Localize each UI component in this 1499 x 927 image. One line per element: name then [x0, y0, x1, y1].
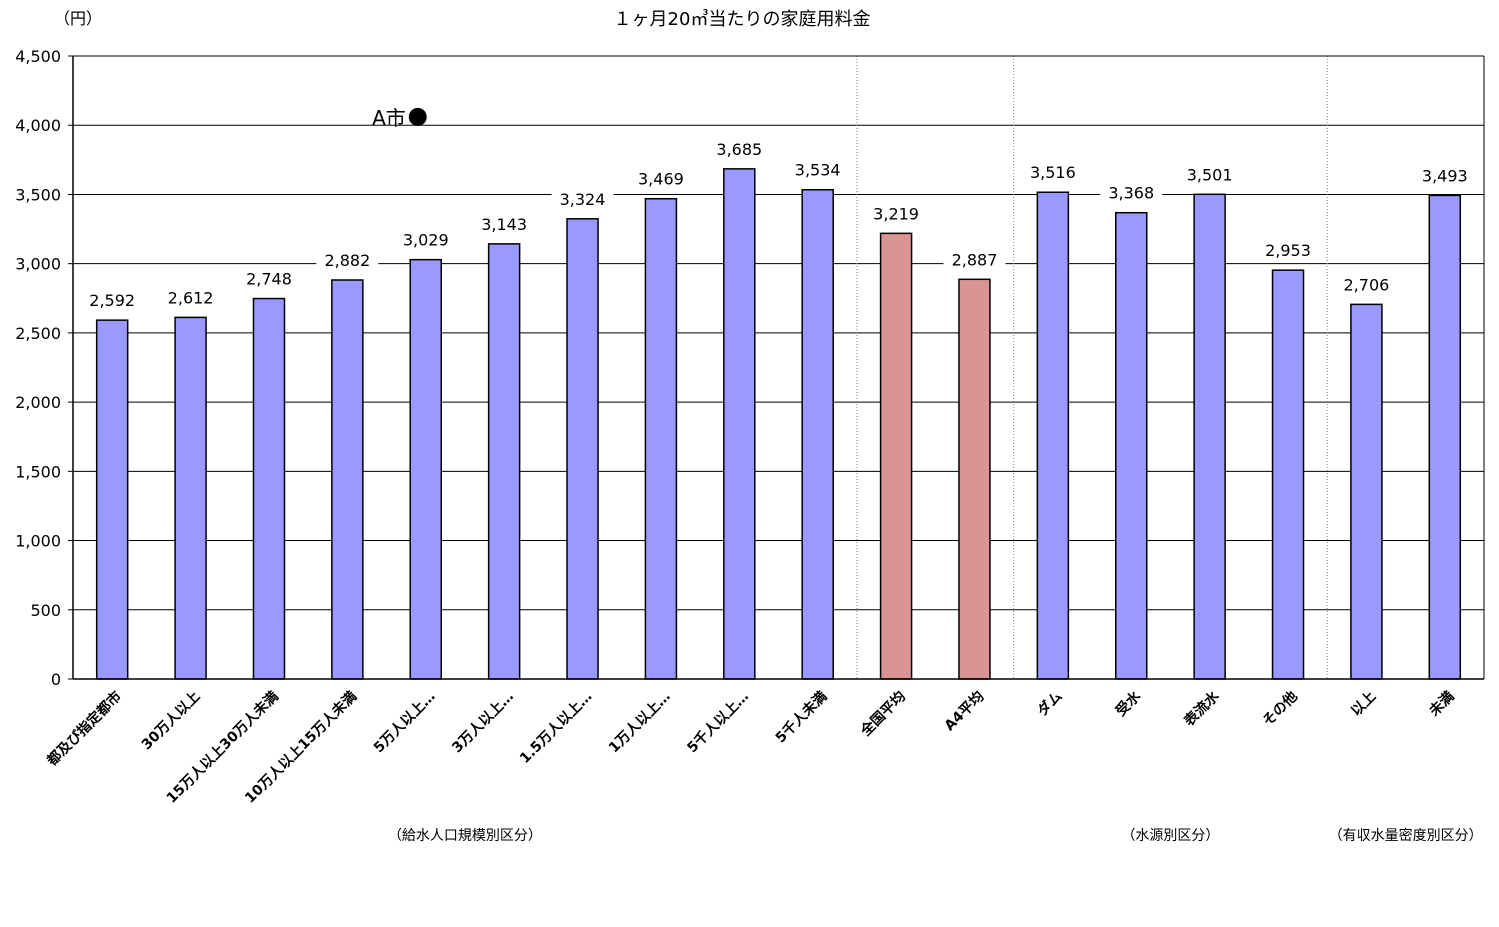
group-labels: （給水人口規模別区分） （水源別区分） （有収水量密度別区分） [388, 827, 1483, 844]
data-label: 3,516 [1030, 163, 1076, 182]
marker-dot [408, 107, 427, 126]
x-tick-label: 1万人以上… [605, 688, 673, 756]
data-label-bg [786, 158, 849, 181]
data-label: 2,748 [246, 270, 292, 289]
data-label: 3,219 [873, 204, 919, 223]
bar [487, 243, 521, 680]
data-label-bg [629, 167, 692, 190]
bar [1193, 193, 1226, 680]
bar [723, 168, 756, 680]
x-tick-label: 3万人以上… [449, 688, 517, 756]
x-tick-label: 全国平均 [857, 688, 909, 740]
data-label: 3,368 [1108, 184, 1154, 203]
x-tick-label: ダム [1034, 688, 1066, 720]
x-tick-label: 表流水 [1180, 687, 1223, 730]
data-label-bg [943, 248, 1006, 271]
data-label: 3,324 [560, 190, 606, 209]
data-label-bg [1335, 273, 1398, 296]
bar [801, 188, 834, 680]
y-tick-label: 3,500 [15, 185, 61, 204]
bars [95, 168, 1462, 680]
data-label: 2,706 [1344, 275, 1390, 294]
data-label-bg [708, 137, 771, 160]
data-label-bg [1178, 163, 1241, 186]
x-tick-label: 30万人以上 [138, 688, 203, 753]
data-label: 3,501 [1187, 165, 1233, 184]
y-tick-label: 4,500 [15, 47, 61, 66]
y-tick-label: 2,000 [15, 393, 61, 412]
axes [72, 55, 1485, 680]
data-label-bg [237, 267, 300, 290]
group-label: （水源別区分） [1121, 828, 1219, 844]
data-label: 3,534 [795, 161, 841, 180]
marker-label: A市 [372, 106, 406, 130]
data-label: 3,029 [403, 231, 449, 250]
x-tick-label: 以上 [1348, 689, 1379, 720]
y-tick-label: 3,000 [15, 255, 61, 274]
bar [566, 218, 599, 680]
bar [958, 278, 991, 680]
data-label-bg [394, 228, 457, 251]
chart-title: １ヶ月20㎥当たりの家庭用料金 [614, 9, 871, 30]
bar [252, 297, 286, 680]
data-label: 3,143 [481, 215, 527, 234]
bar [644, 197, 678, 680]
data-labels: 2,592 2,612 2,748 2,882 3,029 3,143 3,324 3,469… [81, 137, 1476, 312]
x-tick-label: 1.5万人以上… [516, 688, 595, 767]
group-separators [856, 56, 1328, 679]
x-tick-label: その他 [1259, 688, 1301, 730]
data-label: 3,685 [716, 140, 762, 159]
y-tick-label: 0 [51, 670, 61, 689]
data-label-bg [1413, 164, 1476, 187]
data-label-bg [1100, 181, 1163, 204]
data-label: 2,882 [324, 251, 370, 270]
x-tick-label: 受水 [1112, 687, 1145, 720]
data-label: 3,493 [1422, 166, 1468, 185]
data-label-bg [1021, 161, 1084, 184]
group-label: （給水人口規模別区分） [388, 828, 542, 844]
x-tick-label: 5千人未満 [772, 688, 831, 747]
data-label-bg [316, 249, 379, 272]
x-tick-label: 未満 [1426, 688, 1458, 720]
data-label: 2,592 [89, 291, 135, 310]
bar [95, 319, 129, 680]
bar [1350, 303, 1383, 680]
x-tick-label: 5千人以上… [684, 688, 752, 756]
y-axis-unit: （円） [54, 9, 102, 28]
y-tick-label: 1,000 [15, 532, 61, 551]
data-label-bg [1257, 239, 1320, 262]
y-tick-label: 4,000 [15, 116, 61, 135]
data-label-bg [81, 289, 144, 312]
y-tick-label: 500 [30, 601, 61, 620]
data-label: 2,612 [168, 288, 214, 307]
bar [409, 258, 442, 680]
bar [879, 232, 913, 680]
x-tick-label: 5万人以上… [370, 688, 438, 756]
bar [1271, 269, 1305, 680]
data-label-bg [159, 286, 222, 309]
bar [1115, 211, 1148, 680]
group-label: （有収水量密度別区分） [1329, 827, 1483, 844]
x-tick-label: A4平均 [941, 688, 987, 734]
y-tick-label: 2,500 [15, 324, 61, 343]
y-axis-ticks: 0 500 1,000 1,500 2,000 2,500 3,000 3,500 4,000 4… [15, 47, 73, 689]
y-tick-label: 1,500 [15, 462, 61, 481]
bar [331, 279, 364, 680]
bar [174, 316, 207, 680]
data-label-bg [551, 187, 614, 210]
bar [1036, 191, 1070, 680]
data-label: 2,887 [952, 250, 998, 269]
bar [1428, 194, 1462, 680]
x-tick-label: 都及び指定都市 [43, 688, 125, 770]
data-label: 2,953 [1265, 241, 1311, 260]
data-label: 3,469 [638, 170, 684, 189]
data-label-bg [865, 202, 928, 225]
data-label-bg [473, 212, 536, 235]
marker: A市 [372, 106, 427, 130]
